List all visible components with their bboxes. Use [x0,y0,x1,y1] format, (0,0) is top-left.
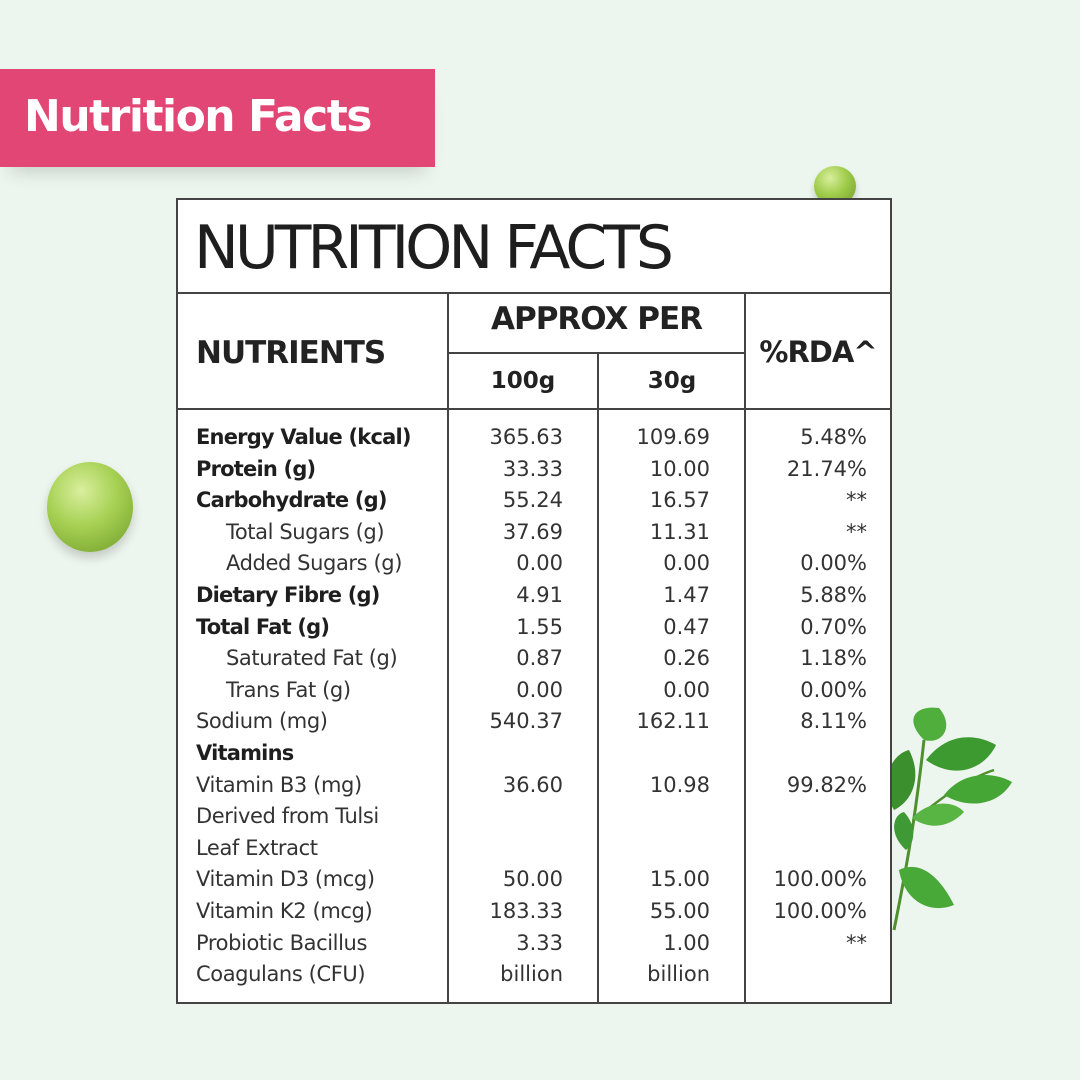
value-per-100g: 0.87 [516,646,563,671]
value-per-30g: 0.00 [663,677,710,702]
value-per-100g: 37.69 [502,519,563,544]
nutrient-name: Dietary Fibre (g) [196,582,380,607]
value-per-100g: 183.33 [489,898,563,923]
nutrient-name: Vitamin D3 (mcg) [196,867,375,892]
table-row: Sodium (mg) 540.37 162.11 8.11% [178,706,890,738]
divider [178,408,890,410]
value-per-30g: 1.47 [663,582,710,607]
nutrient-name: Leaf Extract [196,835,318,860]
value-per-30g: 109.69 [636,425,710,449]
value-per-30g: 11.31 [649,519,710,544]
table-row: Vitamin D3 (mcg) 50.00 15.00 100.00% [178,864,890,896]
nutrient-name: Sodium (mg) [196,709,328,734]
value-rda: 0.00% [800,551,867,576]
value-per-30g: 162.11 [636,709,710,734]
value-rda: 8.11% [800,709,867,734]
value-per-30g: 0.47 [663,614,710,639]
table-row: Vitamin B3 (mg) 36.60 10.98 99.82% [178,770,890,802]
value-rda: 5.48% [800,425,867,449]
value-per-100g: 1.55 [516,614,563,639]
value-per-100g: 365.63 [489,425,563,449]
table-row: Coagulans (CFU) billion billion [178,959,890,991]
table-row: Energy Value (kcal) 365.63 109.69 5.48% [178,422,890,454]
header-nutrients: NUTRIENTS [196,335,386,371]
value-rda: 1.18% [800,646,867,671]
value-per-30g: 15.00 [649,867,710,892]
banner-title: Nutrition Facts [24,91,372,142]
value-per-30g: 10.00 [649,456,710,481]
column-divider [744,292,746,1002]
nutrient-name: Probiotic Bacillus [196,930,367,955]
nutrient-rows: Energy Value (kcal) 365.63 109.69 5.48% Prot… [178,422,890,991]
value-per-100g: 4.91 [516,582,563,607]
nutrient-name: Total Fat (g) [196,614,330,639]
value-rda: 100.00% [773,898,867,923]
table-row: Total Fat (g) 1.55 0.47 0.70% [178,612,890,644]
value-rda: 99.82% [786,772,867,797]
table-row: Probiotic Bacillus 3.33 1.00 ** [178,928,890,960]
table-row: Vitamin K2 (mcg) 183.33 55.00 100.00% [178,896,890,928]
table-row: Added Sugars (g) 0.00 0.00 0.00% [178,548,890,580]
value-rda: 21.74% [786,456,867,481]
header-approx-per: APPROX PER [490,301,703,337]
value-per-30g: 0.00 [663,551,710,576]
nutrient-name: Saturated Fat (g) [226,646,398,671]
pea-icon [47,462,133,552]
table-row: Carbohydrate (g) 55.24 16.57 ** [178,485,890,517]
nutrient-name: Protein (g) [196,456,316,481]
nutrient-name: Vitamin B3 (mg) [196,772,362,797]
table-row: Vitamins [178,738,890,770]
header-100g: 100g [490,368,556,394]
value-rda: ** [846,488,867,513]
value-per-100g: 3.33 [516,930,563,955]
value-per-100g: 55.24 [502,488,563,513]
nutrient-name: Vitamins [196,740,294,765]
table-title: NUTRITION FACTS [194,213,674,283]
value-per-100g: 540.37 [489,709,563,734]
nutrient-name: Total Sugars (g) [226,519,385,544]
divider [178,292,890,294]
value-per-30g: 1.00 [663,930,710,955]
value-rda: ** [846,519,867,544]
divider [448,352,745,354]
table-row: Derived from Tulsi [178,801,890,833]
table-row: Total Sugars (g) 37.69 11.31 ** [178,517,890,549]
header-30g: 30g [647,368,697,394]
value-rda: 0.00% [800,677,867,702]
nutrient-name: Added Sugars (g) [226,551,402,576]
value-per-100g: 33.33 [502,456,563,481]
value-per-100g: 0.00 [516,551,563,576]
value-per-30g: 10.98 [649,772,710,797]
table-row: Leaf Extract [178,833,890,865]
value-rda: 100.00% [773,867,867,892]
value-per-100g: 36.60 [502,772,563,797]
header-rda: %RDA^ [759,335,877,369]
column-divider [447,292,449,1002]
value-per-30g: 55.00 [649,898,710,923]
value-rda: 5.88% [800,582,867,607]
nutrient-name: Carbohydrate (g) [196,488,387,513]
value-rda: ** [846,930,867,955]
value-per-100g: billion [500,962,563,987]
nutrient-name: Derived from Tulsi [196,804,379,829]
table-row: Dietary Fibre (g) 4.91 1.47 5.88% [178,580,890,612]
nutrition-table: NUTRITION FACTS NUTRIENTS APPROX PER %RD… [176,198,892,1004]
value-per-30g: 0.26 [663,646,710,671]
column-divider [597,352,599,1002]
nutrient-name: Energy Value (kcal) [196,425,411,449]
value-per-30g: 16.57 [649,488,710,513]
tulsi-leaf-icon [886,707,1012,931]
table-row: Trans Fat (g) 0.00 0.00 0.00% [178,675,890,707]
nutrient-name: Vitamin K2 (mcg) [196,898,373,923]
nutrient-name: Coagulans (CFU) [196,962,366,987]
value-per-100g: 50.00 [502,867,563,892]
value-rda: 0.70% [800,614,867,639]
value-per-100g: 0.00 [516,677,563,702]
nutrient-name: Trans Fat (g) [226,677,351,702]
value-per-30g: billion [647,962,710,987]
nutrition-facts-banner: Nutrition Facts [0,69,435,167]
table-row: Saturated Fat (g) 0.87 0.26 1.18% [178,643,890,675]
table-row: Protein (g) 33.33 10.00 21.74% [178,454,890,486]
